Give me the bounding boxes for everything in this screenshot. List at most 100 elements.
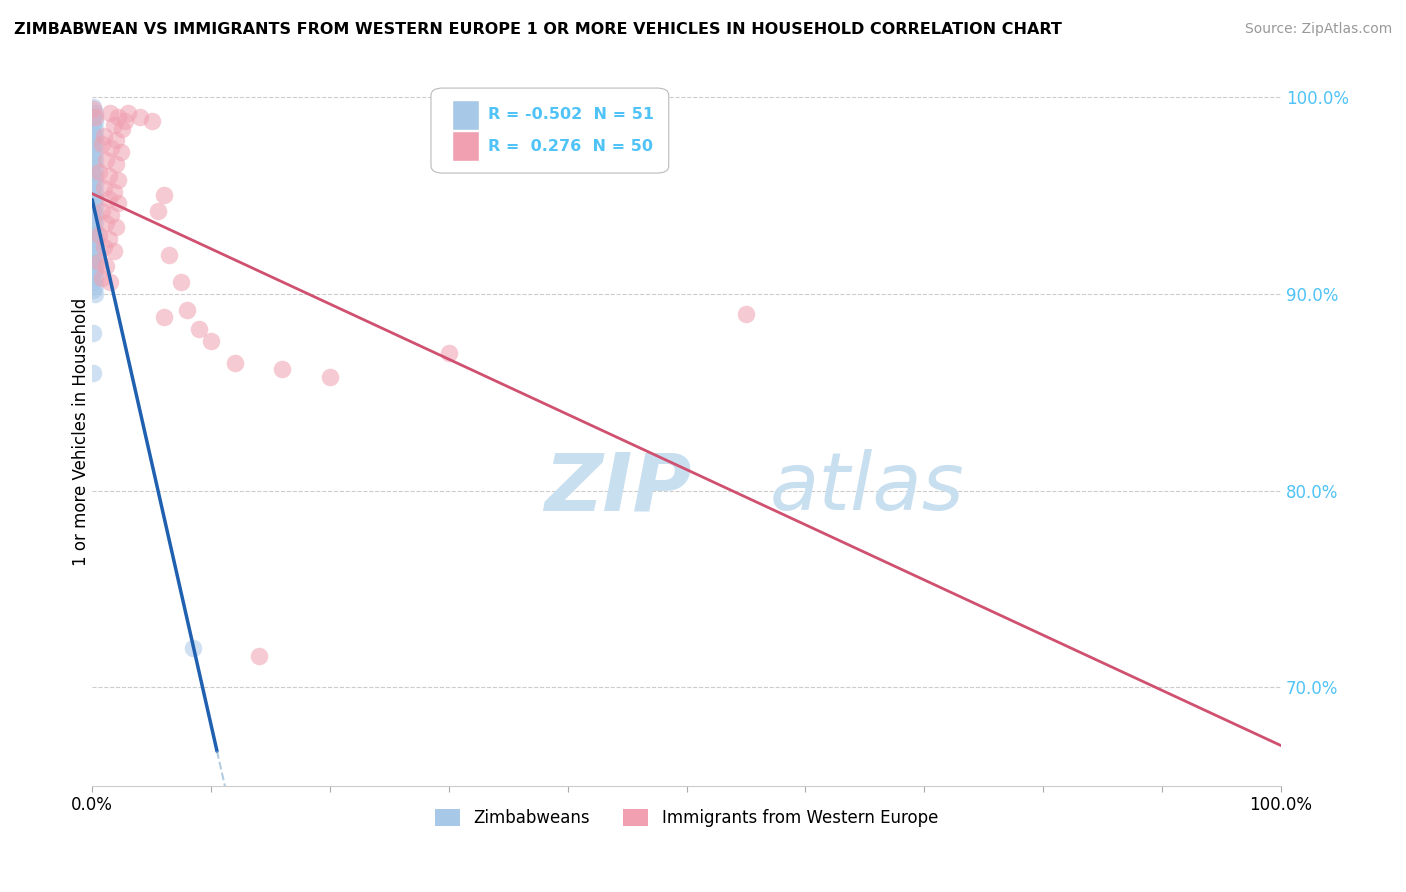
Point (93, 129, 115, 144)
Point (735, 307, 758, 321)
Point (96, 216, 118, 230)
Point (82, 326, 104, 341)
Point (82, 100, 104, 114)
Point (146, 204, 169, 219)
Point (83, 185, 105, 199)
Point (319, 369, 342, 384)
Point (96, 153, 118, 167)
Point (107, 110, 129, 124)
Point (83, 145, 105, 160)
Point (82, 219, 104, 234)
Point (83, 200, 105, 214)
Point (97, 169, 120, 183)
Point (83, 121, 105, 136)
Point (82, 126, 104, 140)
FancyBboxPatch shape (453, 131, 478, 161)
Point (82, 275, 104, 289)
Point (82, 366, 104, 380)
Point (83, 279, 105, 293)
Point (437, 346, 460, 360)
Point (83, 240, 105, 254)
Point (98, 106, 121, 120)
Point (152, 310, 174, 325)
Text: ZIMBABWEAN VS IMMIGRANTS FROM WESTERN EUROPE 1 OR MORE VEHICLES IN HOUSEHOLD COR: ZIMBABWEAN VS IMMIGRANTS FROM WESTERN EU… (14, 22, 1062, 37)
Point (83, 161, 105, 175)
Point (107, 173, 129, 187)
Point (271, 361, 294, 376)
Text: Source: ZipAtlas.com: Source: ZipAtlas.com (1244, 22, 1392, 37)
Point (170, 275, 193, 289)
FancyBboxPatch shape (432, 88, 669, 173)
Point (200, 334, 222, 348)
Point (83, 110, 105, 124)
Point (83, 271, 105, 285)
Point (89, 227, 111, 242)
Point (82, 110, 104, 124)
Point (97, 232, 120, 246)
Point (176, 302, 198, 317)
Point (83, 193, 105, 207)
Point (83, 286, 105, 301)
Point (93, 240, 115, 254)
Point (103, 244, 125, 258)
Point (82, 196, 104, 211)
Y-axis label: 1 or more Vehicles in Household: 1 or more Vehicles in Household (72, 298, 90, 566)
Point (82, 118, 104, 132)
Text: R =  0.276  N = 50: R = 0.276 N = 50 (488, 138, 652, 153)
Point (90, 271, 112, 285)
Point (82, 141, 104, 155)
Point (96, 260, 118, 274)
Point (247, 648, 270, 663)
Point (103, 185, 125, 199)
Point (98, 275, 121, 289)
Text: atlas: atlas (769, 450, 965, 527)
Point (110, 145, 132, 160)
Point (83, 177, 105, 191)
Point (83, 208, 105, 222)
Point (82, 260, 104, 274)
Point (82, 244, 104, 258)
Point (83, 129, 105, 144)
Point (82, 204, 104, 219)
Point (100, 141, 122, 155)
Point (224, 356, 246, 370)
Point (83, 263, 105, 277)
Point (90, 204, 112, 219)
Point (82, 149, 104, 163)
Point (82, 133, 104, 147)
Point (89, 165, 111, 179)
Point (83, 247, 105, 261)
Point (114, 113, 136, 128)
Point (82, 102, 104, 116)
Point (83, 169, 105, 183)
Point (104, 157, 127, 171)
Point (89, 255, 111, 269)
Point (103, 118, 125, 132)
Point (83, 113, 105, 128)
Point (90, 137, 112, 152)
Point (83, 255, 105, 269)
Point (83, 224, 105, 238)
Point (82, 180, 104, 194)
Point (82, 157, 104, 171)
Point (82, 188, 104, 202)
Point (111, 121, 134, 136)
Point (128, 110, 150, 124)
Point (104, 219, 127, 234)
Point (141, 113, 163, 128)
Point (82, 173, 104, 187)
Point (107, 196, 129, 211)
Point (117, 106, 139, 120)
Point (93, 180, 115, 194)
Point (152, 188, 174, 202)
Point (159, 247, 181, 261)
Point (82, 252, 104, 266)
Point (82, 212, 104, 227)
Point (100, 208, 122, 222)
Point (82, 267, 104, 281)
FancyBboxPatch shape (453, 100, 478, 130)
Point (83, 153, 105, 167)
Point (82, 283, 104, 297)
Point (104, 133, 127, 147)
Legend: Zimbabweans, Immigrants from Western Europe: Zimbabweans, Immigrants from Western Eur… (429, 803, 945, 834)
